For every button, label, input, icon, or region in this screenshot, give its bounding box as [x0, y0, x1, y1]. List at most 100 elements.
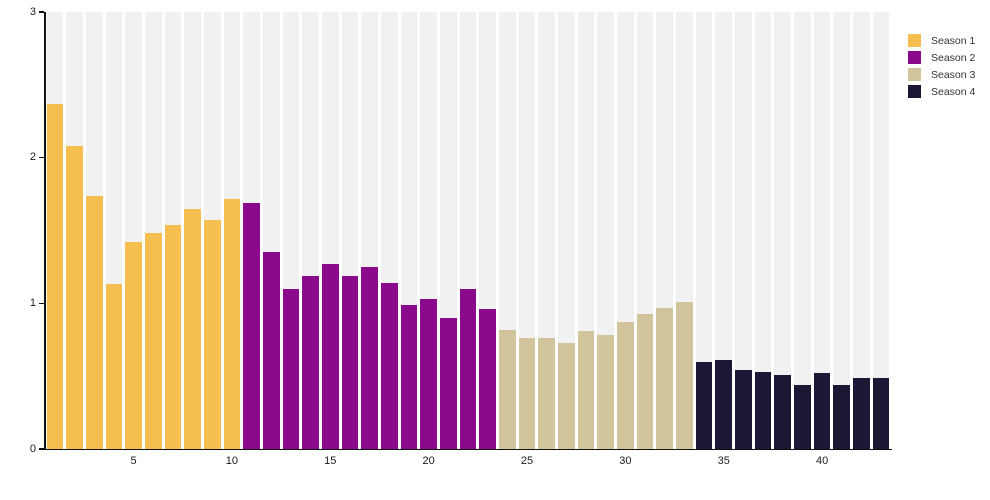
x-axis-line: [44, 448, 892, 450]
bar-slot: [812, 12, 832, 449]
bar-slot: [340, 12, 360, 449]
y-tick-label-1: 1: [29, 296, 36, 309]
y-tick-label-2: 2: [29, 151, 36, 164]
bar-slot: [773, 12, 793, 449]
legend-label: Season 1: [931, 34, 976, 47]
grid-band: [833, 12, 851, 449]
bar-slot: [832, 12, 852, 449]
legend-label: Season 3: [931, 68, 976, 81]
bar-slot: [202, 12, 222, 449]
bar-season-1-ep10: [223, 198, 241, 449]
bar-slot: [714, 12, 734, 449]
bar-slot: [301, 12, 321, 449]
x-tick-label-5: 5: [130, 455, 137, 467]
bar-season-3-ep10: [676, 301, 693, 449]
bar-slot: [655, 12, 675, 449]
bar-season-2-ep13: [479, 309, 496, 449]
grid-band: [715, 12, 733, 449]
bar-season-2-ep8: [380, 282, 398, 449]
bar-slot: [419, 12, 439, 449]
bar-slots-container: [45, 12, 891, 449]
bar-season-2-ep2: [262, 252, 280, 449]
bar-slot: [84, 12, 104, 449]
bar-slot: [675, 12, 695, 449]
legend: Season 1 Season 2 Season 3 Season 4: [908, 32, 975, 100]
bar-slot: [871, 12, 891, 449]
bar-season-2-ep10: [420, 299, 437, 449]
bar-season-2-ep5: [321, 264, 339, 449]
legend-swatch-icon: [908, 85, 921, 98]
bar-season-4-ep9: [853, 377, 870, 449]
bar-slot: [694, 12, 714, 449]
bar-slot: [222, 12, 242, 449]
bar-slot: [163, 12, 183, 449]
bar-season-2-ep3: [282, 288, 300, 449]
legend-item-season-4: Season 4: [908, 83, 975, 100]
bar-slot: [320, 12, 340, 449]
bar-season-2-ep11: [439, 317, 457, 449]
bar-season-1-ep1: [46, 103, 64, 449]
grid-band: [813, 12, 831, 449]
bar-season-4-ep7: [813, 373, 831, 449]
y-tick-mark-2: [39, 156, 44, 159]
grid-band: [735, 12, 752, 449]
bar-slot: [615, 12, 635, 449]
bar-season-4-ep6: [794, 384, 811, 449]
bar-slot: [734, 12, 754, 449]
grid-band: [754, 12, 772, 449]
bar-slot: [124, 12, 144, 449]
x-tick-label-35: 35: [717, 455, 730, 467]
bar-season-2-ep4: [302, 275, 319, 449]
x-tick-label-20: 20: [422, 455, 435, 467]
grid-band: [853, 12, 870, 449]
y-tick-mark-1: [39, 302, 44, 305]
bar-season-3-ep4: [557, 342, 575, 449]
grid-band: [695, 12, 713, 449]
y-tick-mark-3: [39, 11, 44, 13]
bar-slot: [281, 12, 301, 449]
bar-season-3-ep5: [577, 331, 595, 449]
bar-season-1-ep6: [144, 233, 162, 449]
bar-slot: [360, 12, 380, 449]
legend-item-season-3: Season 3: [908, 66, 975, 83]
bar-season-4-ep4: [754, 371, 772, 449]
bar-season-3-ep2: [518, 338, 536, 449]
bar-season-4-ep5: [774, 374, 792, 449]
bar-slot: [576, 12, 596, 449]
bar-slot: [635, 12, 655, 449]
bar-season-4-ep10: [872, 377, 890, 449]
bar-season-4-ep3: [735, 370, 752, 449]
bar-season-3-ep7: [616, 322, 634, 449]
bar-slot: [478, 12, 498, 449]
bar-season-1-ep7: [164, 224, 182, 449]
grid-band: [872, 12, 890, 449]
bar-slot: [379, 12, 399, 449]
bar-season-1-ep9: [203, 220, 221, 449]
y-tick-label-3: 3: [29, 5, 36, 18]
y-tick-label-0: 0: [29, 442, 36, 455]
bar-season-4-ep8: [833, 384, 851, 449]
bar-slot: [753, 12, 773, 449]
bar-season-2-ep1: [243, 202, 260, 449]
bar-season-1-ep2: [66, 146, 83, 449]
legend-swatch-icon: [908, 68, 921, 81]
y-axis-line: [44, 12, 46, 450]
bar-slot: [596, 12, 616, 449]
bar-season-2-ep7: [361, 266, 378, 449]
bar-slot: [438, 12, 458, 449]
x-tick-label-15: 15: [324, 455, 337, 467]
bar-season-3-ep8: [636, 313, 654, 449]
bar-season-1-ep8: [184, 208, 201, 449]
bar-slot: [537, 12, 557, 449]
y-tick-mark-0: [39, 448, 44, 450]
legend-label: Season 2: [931, 51, 976, 64]
plot-area: [45, 12, 891, 449]
bar-slot: [104, 12, 124, 449]
bar-season-2-ep9: [400, 304, 418, 449]
bar-slot: [143, 12, 163, 449]
bar-slot: [517, 12, 537, 449]
legend-item-season-1: Season 1: [908, 32, 975, 49]
bar-season-3-ep1: [498, 329, 516, 449]
bar-slot: [183, 12, 203, 449]
